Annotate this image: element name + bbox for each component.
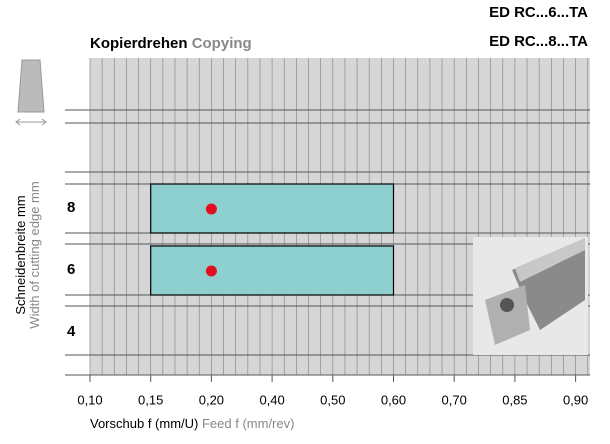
row-label: 6	[67, 261, 75, 278]
x-tick-label: 0,85	[502, 392, 527, 407]
code: ED RC...8...TA	[489, 33, 588, 50]
y-label-de: Schneidenbreite mm	[13, 195, 28, 314]
x-tick-label: 0,10	[77, 392, 102, 407]
title-de: Kopierdrehen	[90, 35, 188, 52]
x-axis-label: Vorschub f (mm/U) Feed f (mm/rev)	[90, 416, 294, 431]
x-tick-label: 0,60	[381, 392, 406, 407]
title-en: Copying	[192, 35, 252, 52]
y-label-en: Width of cutting edge mm	[27, 181, 42, 328]
page: {"chart_data":{"type":"range-bar", "titl…	[0, 0, 610, 444]
x-label-de: Vorschub f (mm/U)	[90, 416, 198, 431]
x-tick-label: 0,70	[442, 392, 467, 407]
tool-photo	[473, 237, 588, 355]
recommended-point	[206, 204, 217, 215]
range-bar	[151, 246, 394, 295]
x-tick-label: 0,50	[320, 392, 345, 407]
x-tick-label: 0,20	[199, 392, 224, 407]
title: Kopierdrehen Copying	[90, 35, 252, 52]
x-label-en: Feed f (mm/rev)	[202, 416, 294, 431]
x-tick-label: 0,40	[259, 392, 284, 407]
recommended-point	[206, 266, 217, 277]
insert-icon	[16, 60, 46, 125]
chart: Kopierdrehen Copying ED RC...6...TA ED R…	[0, 0, 610, 439]
x-tick-label: 0,15	[138, 392, 163, 407]
range-bar	[151, 184, 394, 233]
x-tick-label: 0,90	[563, 392, 588, 407]
row-label: 8	[67, 199, 75, 216]
y-axis-label: Schneidenbreite mmWidth of cutting edge …	[13, 181, 42, 328]
row-label: 4	[67, 323, 76, 340]
code: ED RC...6...TA	[489, 4, 588, 21]
